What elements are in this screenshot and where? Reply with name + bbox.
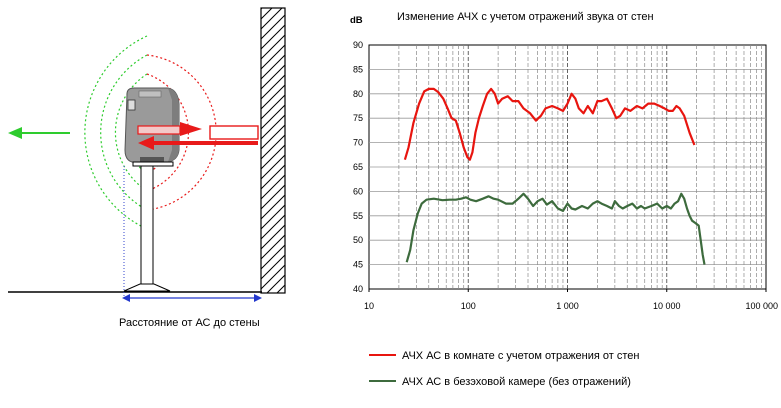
wall [260, 7, 286, 294]
y-tick-label: 90 [353, 40, 363, 50]
green-sound-waves [84, 35, 148, 230]
x-tick-label: 10 [364, 301, 374, 311]
legend-label-room: АЧХ АС в комнате с учетом отражения от с… [402, 350, 639, 362]
y-tick-label: 50 [353, 235, 363, 245]
axes: 40 45 50 55 60 65 70 75 80 85 90 10 100 1 000 10 000 10… [353, 40, 778, 311]
frequency-response-chart: Изменение АЧХ с учетом отражений звука о… [350, 11, 778, 388]
legend-item-room: АЧХ АС в комнате с учетом отражения от с… [369, 350, 639, 362]
green-arrow [8, 127, 70, 139]
y-tick-label: 75 [353, 113, 363, 123]
series-line-0 [403, 87, 696, 161]
series [403, 87, 706, 265]
legend: АЧХ АС в комнате с учетом отражения от с… [369, 350, 639, 388]
series-line-1 [405, 192, 706, 265]
distance-caption: Расстояние от АС до стены [119, 317, 260, 329]
distance-arrow [122, 294, 262, 302]
y-tick-label: 40 [353, 284, 363, 294]
legend-item-anechoic: АЧХ АС в безэховой камере (без отражений… [369, 376, 631, 388]
y-tick-label: 65 [353, 162, 363, 172]
y-axis-unit: dB [350, 15, 363, 26]
speaker-wall-diagram: Расстояние от АС до стены [8, 7, 286, 329]
x-tick-label: 10 000 [653, 301, 681, 311]
y-tick-label: 80 [353, 89, 363, 99]
y-tick-label: 85 [353, 64, 363, 74]
red-arrow-to-wall [137, 122, 202, 136]
x-tick-label: 100 000 [745, 301, 778, 311]
y-tick-label: 55 [353, 211, 363, 221]
legend-label-anechoic: АЧХ АС в безэховой камере (без отражений… [402, 376, 631, 388]
y-tick-label: 70 [353, 138, 363, 148]
grid [368, 44, 767, 290]
y-tick-label: 45 [353, 260, 363, 270]
x-tick-label: 1 000 [556, 301, 579, 311]
reflected-red-arrow [138, 125, 259, 150]
x-tick-label: 100 [461, 301, 476, 311]
chart-title: Изменение АЧХ с учетом отражений звука о… [397, 11, 654, 23]
speaker-stand [123, 161, 174, 292]
y-tick-label: 60 [353, 186, 363, 196]
